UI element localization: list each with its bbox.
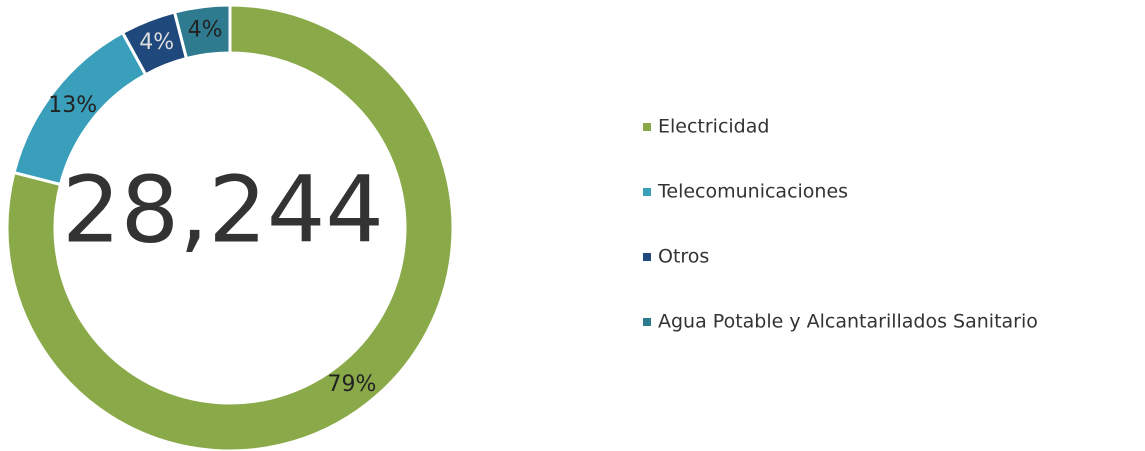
legend-label: Telecomunicaciones xyxy=(657,181,848,203)
legend-swatch xyxy=(643,123,651,131)
data-label: 4% xyxy=(139,30,174,55)
legend-swatch xyxy=(643,318,651,326)
center-label: 28,244 xyxy=(62,156,384,263)
donut-segment xyxy=(172,3,232,61)
data-label: 4% xyxy=(188,18,223,43)
legend-swatch xyxy=(643,253,651,261)
legend-label: Agua Potable y Alcantarillados Sanitario xyxy=(658,311,1038,333)
legend-label: Otros xyxy=(658,246,709,268)
donut-segment xyxy=(5,3,455,451)
legend-label: Electricidad xyxy=(658,116,769,138)
legend-swatch xyxy=(643,188,651,196)
data-label: 79% xyxy=(328,372,377,397)
data-label: 13% xyxy=(48,93,97,118)
